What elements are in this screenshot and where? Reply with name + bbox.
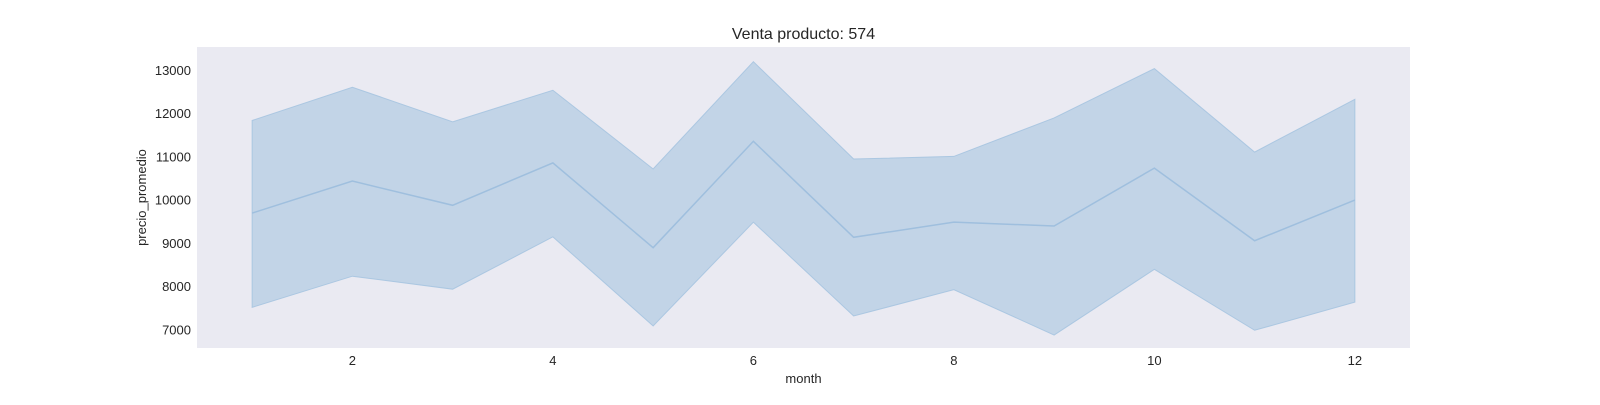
x-tick-label: 2 <box>349 353 356 368</box>
chart-title: Venta producto: 574 <box>732 26 875 43</box>
x-tick-label: 10 <box>1147 353 1161 368</box>
y-tick-label: 13000 <box>155 63 191 78</box>
y-tick-label: 9000 <box>162 236 191 251</box>
mean-line <box>251 140 1356 249</box>
x-axis-label: month <box>785 371 821 386</box>
x-tick-label: 4 <box>549 353 556 368</box>
y-axis-ticks: 7000 8000 9000 10000 11000 12000 13000 <box>155 63 191 337</box>
x-axis-ticks: 2 4 6 8 10 12 <box>349 353 1362 368</box>
confidence-band <box>251 60 1356 336</box>
y-tick-label: 11000 <box>156 149 191 164</box>
y-axis-label: precio_promedio <box>134 149 149 246</box>
y-tick-label: 8000 <box>162 279 191 294</box>
x-tick-label: 6 <box>750 353 757 368</box>
x-tick-label: 12 <box>1348 353 1362 368</box>
y-tick-label: 12000 <box>155 106 191 121</box>
y-tick-label: 10000 <box>155 193 191 208</box>
x-tick-label: 8 <box>950 353 957 368</box>
y-tick-label: 7000 <box>162 322 191 337</box>
